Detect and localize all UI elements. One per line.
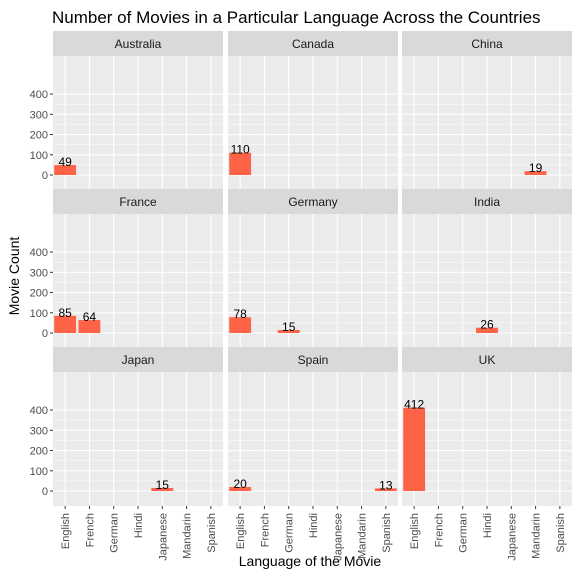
x-tick-label-german: German [109,513,121,553]
y-tick-label: 200 [30,288,48,300]
facet-strip-japan [53,347,223,372]
bar-france-french [78,320,101,333]
facet-strip-australia [53,31,223,56]
facet-strip-france [53,189,223,214]
facet-panel-australia: Australia 49 0 100 200 300 400 [30,31,223,190]
y-tick-label: 100 [30,308,48,320]
facet-strip-label-australia: Australia [115,37,162,51]
facet-panel-france: France 85 64 0 100 200 300 400 [30,189,223,348]
x-tick-label-german: German [458,513,470,553]
y-tick-label: 300 [30,267,48,279]
facet-strip-label-france: France [119,195,157,209]
bar-label-uk-english: 412 [404,398,424,412]
bar-germany-german [277,329,300,333]
x-tick-label-mandarin: Mandarin [182,513,194,559]
bar-label-australia-english: 49 [58,155,72,169]
x-tick-label-mandarin: Mandarin [531,513,543,559]
bar-label-spain-spanish: 13 [379,478,393,492]
x-tick-label-english: English [60,513,72,549]
x-tick-label-english: English [409,513,421,549]
y-tick-label: 300 [30,425,48,437]
bar-label-china-mandarin: 19 [529,161,543,175]
bar-china-mandarin [524,171,547,175]
x-tick-label-spanish: Spanish [555,513,567,553]
facet-strip-germany [228,189,398,214]
bar-uk-english [403,407,426,491]
x-tick-label-spanish: Spanish [381,513,393,553]
bar-india-hindi [476,327,498,333]
x-tick-label-spanish: Spanish [206,513,218,553]
facet-strip-label-japan: Japan [122,353,155,367]
y-tick-label: 400 [30,247,48,259]
y-tick-label: 0 [42,170,48,182]
facet-strip-label-china: China [471,37,503,51]
facet-strip-label-canada: Canada [292,37,334,51]
bar-label-canada-english: 110 [231,143,250,157]
facet-panel-spain: Spain 20 13 English French German Hindi Japanes… [228,347,398,561]
x-tick-label-english: English [235,513,247,549]
bar-label-germany-english: 78 [233,307,247,321]
y-tick-label: 100 [30,150,48,162]
chart-title: Number of Movies in a Particular Languag… [52,8,541,27]
facet-panel-canada: Canada 110 [228,31,398,190]
y-tick-label: 0 [42,328,48,340]
facet-grid: Australia490100200300400Canada110China19… [30,31,572,561]
bar-label-france-french: 64 [83,310,97,324]
bar-australia-english [54,165,77,175]
y-tick-label: 200 [30,446,48,458]
x-tick-label-hindi: Hindi [133,513,145,538]
bar-label-spain-english: 20 [233,477,247,491]
bar-label-germany-german: 15 [282,320,296,334]
facet-strip-canada [228,31,398,56]
y-tick-label: 400 [30,89,48,101]
bar-france-english [54,315,77,333]
x-tick-label-japanese: Japanese [157,513,169,561]
facet-strip-uk [402,347,572,372]
x-tick-label-french: French [84,513,96,547]
facet-strip-label-uk: UK [479,353,496,367]
y-tick-label: 100 [30,466,48,478]
facet-strip-label-india: India [474,195,500,209]
y-tick-label: 400 [30,405,48,417]
x-axis-title: Language of the Movie [239,553,382,569]
x-tick-label-hindi: Hindi [308,513,320,538]
bar-label-france-english: 85 [58,306,72,320]
facet-panel-india: India 26 [402,189,572,348]
y-axis-title: Movie Count [6,237,22,316]
x-tick-label-hindi: Hindi [482,513,494,538]
y-tick-label: 0 [42,486,48,498]
x-tick-label-french: French [433,513,445,547]
facet-panel-germany: Germany 78 15 [228,189,398,348]
facet-strip-label-germany: Germany [288,195,337,209]
facet-panel-china: China 19 [402,31,572,190]
bar-label-india-hindi: 26 [480,318,494,332]
bar-canada-english [229,152,252,175]
x-tick-label-mandarin: Mandarin [357,513,369,559]
facet-strip-china [402,31,572,56]
facet-panel-uk: UK 412 English French German Hindi Japanese Man… [402,347,572,561]
x-tick-label-japanese: Japanese [332,513,344,561]
facet-strip-label-spain: Spain [298,353,329,367]
y-tick-label: 300 [30,109,48,121]
x-tick-label-french: French [259,513,271,547]
y-tick-label: 200 [30,130,48,142]
facet-strip-spain [228,347,398,372]
x-tick-label-german: German [284,513,296,553]
bar-germany-english [229,317,252,333]
bar-label-japan-japanese: 15 [156,478,170,492]
bar-japan-japanese [151,487,174,491]
x-tick-label-japanese: Japanese [506,513,518,561]
bar-spain-spanish [374,488,397,491]
facet-strip-india [402,189,572,214]
facet-panel-japan: Japan 15 0 100 200 300 400 English French German H… [30,347,223,561]
bar-spain-english [229,486,252,491]
